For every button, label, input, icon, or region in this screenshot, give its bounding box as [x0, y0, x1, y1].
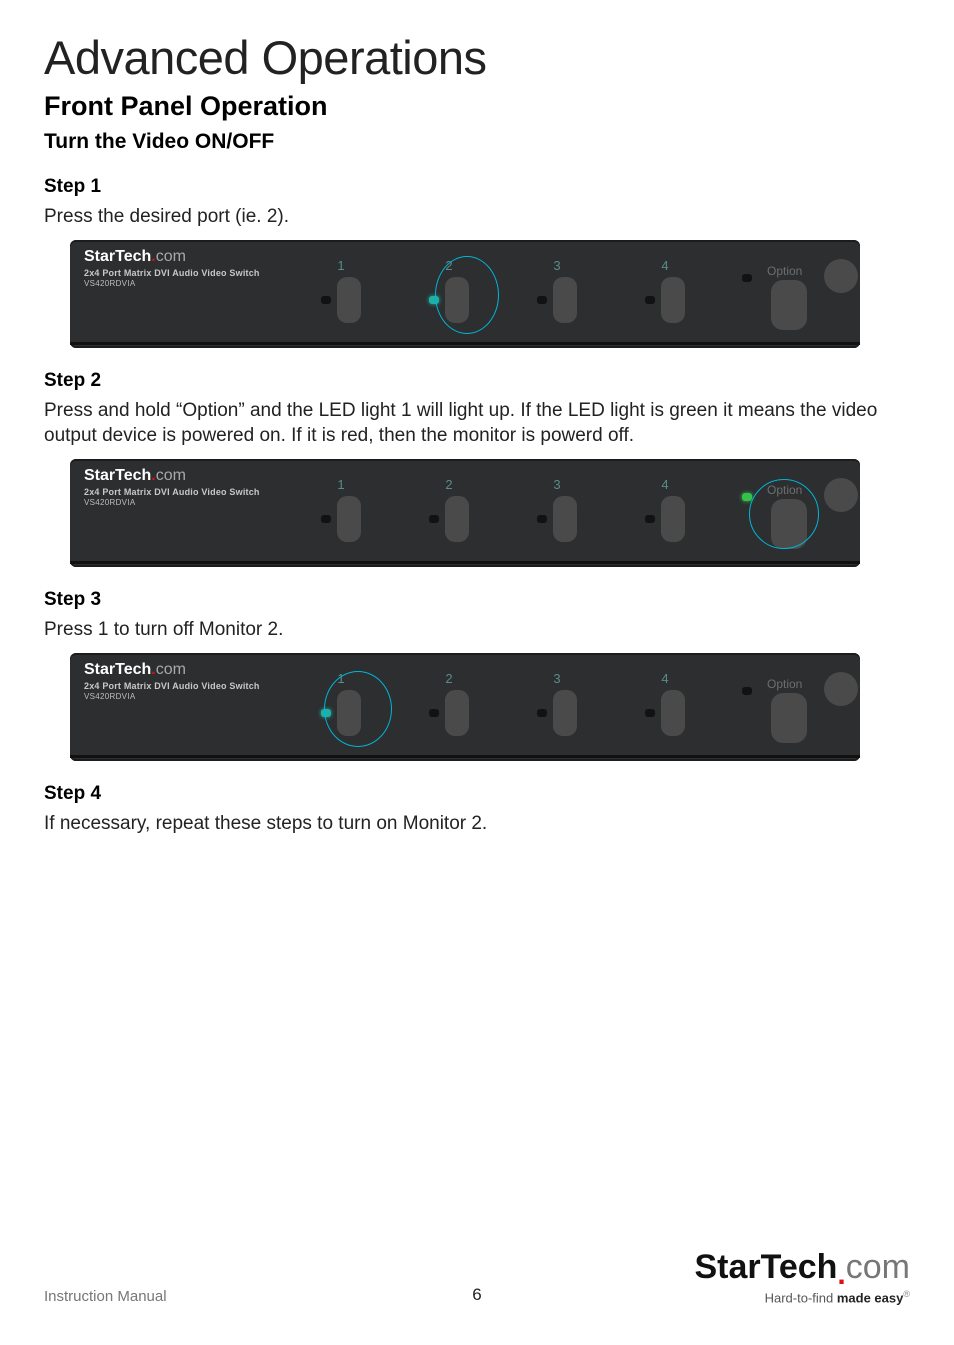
port-2-label: 2	[445, 477, 452, 492]
port-2-led	[429, 709, 439, 717]
footer-left-text: Instruction Manual	[44, 1288, 167, 1305]
port-4-led	[645, 709, 655, 717]
port-3-label: 3	[553, 258, 560, 273]
page-title: Advanced Operations	[44, 30, 910, 85]
device-panel-step2: StarTech.com 2x4 Port Matrix DVI Audio V…	[70, 459, 910, 567]
device-panel: StarTech.com 2x4 Port Matrix DVI Audio V…	[70, 653, 860, 761]
brand-model: VS420RDVIA	[84, 279, 260, 288]
port-1-led	[321, 296, 331, 304]
brand-subtitle: 2x4 Port Matrix DVI Audio Video Switch	[84, 681, 260, 691]
port-4-button[interactable]	[661, 496, 685, 542]
port-1: 1	[321, 258, 361, 323]
option-round-button[interactable]	[824, 672, 858, 706]
port-4-button[interactable]	[661, 277, 685, 323]
port-3: 3	[537, 671, 577, 736]
footer-logo: StarTech.com Hard-to-find made easy®	[694, 1248, 910, 1305]
option-led	[742, 274, 752, 282]
brand-logo: StarTech.com	[84, 467, 260, 485]
device-panel: StarTech.com 2x4 Port Matrix DVI Audio V…	[70, 459, 860, 567]
step1-text: Press the desired port (ie. 2).	[44, 204, 910, 230]
port-3-led	[537, 515, 547, 523]
port-1: 1	[321, 477, 361, 542]
port-3: 3	[537, 477, 577, 542]
port-2-button[interactable]	[445, 690, 469, 736]
port-1-button[interactable]	[337, 496, 361, 542]
highlight-circle-icon	[324, 671, 392, 747]
port-3-led	[537, 296, 547, 304]
option-label: Option	[767, 677, 802, 691]
port-3-led	[537, 709, 547, 717]
page-number: 6	[472, 1285, 481, 1305]
port-3: 3	[537, 258, 577, 323]
step2-header: Step 2	[44, 370, 910, 392]
port-3-button[interactable]	[553, 496, 577, 542]
port-4: 4	[645, 477, 685, 542]
brand-block: StarTech.com 2x4 Port Matrix DVI Audio V…	[84, 248, 260, 288]
brand-com: com	[156, 467, 186, 484]
port-2: 2	[429, 671, 469, 736]
brand-main: StarTech	[84, 248, 151, 265]
section-header: Turn the Video ON/OFF	[44, 130, 910, 154]
port-2: 2	[429, 477, 469, 542]
brand-main: StarTech	[84, 467, 151, 484]
brand-block: StarTech.com 2x4 Port Matrix DVI Audio V…	[84, 467, 260, 507]
port-3-button[interactable]	[553, 690, 577, 736]
port-1-button[interactable]	[337, 277, 361, 323]
option-led	[742, 687, 752, 695]
brand-logo: StarTech.com	[84, 661, 260, 679]
brand-model: VS420RDVIA	[84, 498, 260, 507]
footer-tag-bold: made easy	[837, 1290, 904, 1305]
brand-block: StarTech.com 2x4 Port Matrix DVI Audio V…	[84, 661, 260, 701]
port-1-label: 1	[337, 258, 344, 273]
brand-main: StarTech	[84, 661, 151, 678]
port-2-button[interactable]	[445, 496, 469, 542]
port-4: 4	[645, 671, 685, 736]
step2-text: Press and hold “Option” and the LED ligh…	[44, 398, 910, 449]
option-round-button[interactable]	[824, 259, 858, 293]
device-panel-step1: StarTech.com 2x4 Port Matrix DVI Audio V…	[70, 240, 910, 348]
port-4-label: 4	[661, 258, 668, 273]
port-2-label: 2	[445, 671, 452, 686]
port-4-led	[645, 296, 655, 304]
port-2-led	[429, 515, 439, 523]
step3-text: Press 1 to turn off Monitor 2.	[44, 617, 910, 643]
port-4-led	[645, 515, 655, 523]
port-3-label: 3	[553, 671, 560, 686]
option-label: Option	[767, 264, 802, 278]
port-4-label: 4	[661, 477, 668, 492]
brand-subtitle: 2x4 Port Matrix DVI Audio Video Switch	[84, 268, 260, 278]
registered-icon: ®	[903, 1289, 910, 1299]
footer-logo-com: com	[846, 1248, 910, 1286]
port-4-button[interactable]	[661, 690, 685, 736]
step4-header: Step 4	[44, 783, 910, 805]
highlight-circle-icon	[435, 256, 499, 334]
page-subtitle: Front Panel Operation	[44, 91, 910, 122]
step3-header: Step 3	[44, 589, 910, 611]
step1-header: Step 1	[44, 176, 910, 198]
footer-tag-plain: Hard-to-find	[765, 1290, 837, 1305]
device-panel-step3: StarTech.com 2x4 Port Matrix DVI Audio V…	[70, 653, 910, 761]
option-button[interactable]	[771, 280, 807, 330]
brand-model: VS420RDVIA	[84, 692, 260, 701]
port-3-button[interactable]	[553, 277, 577, 323]
footer-tagline: Hard-to-find made easy®	[694, 1289, 910, 1305]
port-4: 4	[645, 258, 685, 323]
option-round-button[interactable]	[824, 478, 858, 512]
footer-logo-dot-icon: .	[837, 1258, 845, 1292]
option-button[interactable]	[771, 693, 807, 743]
port-1-label: 1	[337, 477, 344, 492]
brand-subtitle: 2x4 Port Matrix DVI Audio Video Switch	[84, 487, 260, 497]
brand-com: com	[156, 661, 186, 678]
footer-logo-main: StarTech	[694, 1248, 837, 1286]
highlight-circle-icon	[749, 479, 819, 549]
port-3-label: 3	[553, 477, 560, 492]
port-4-label: 4	[661, 671, 668, 686]
brand-logo: StarTech.com	[84, 248, 260, 266]
brand-com: com	[156, 248, 186, 265]
option-led	[742, 493, 752, 501]
step4-text: If necessary, repeat these steps to turn…	[44, 811, 910, 837]
port-1-led	[321, 515, 331, 523]
